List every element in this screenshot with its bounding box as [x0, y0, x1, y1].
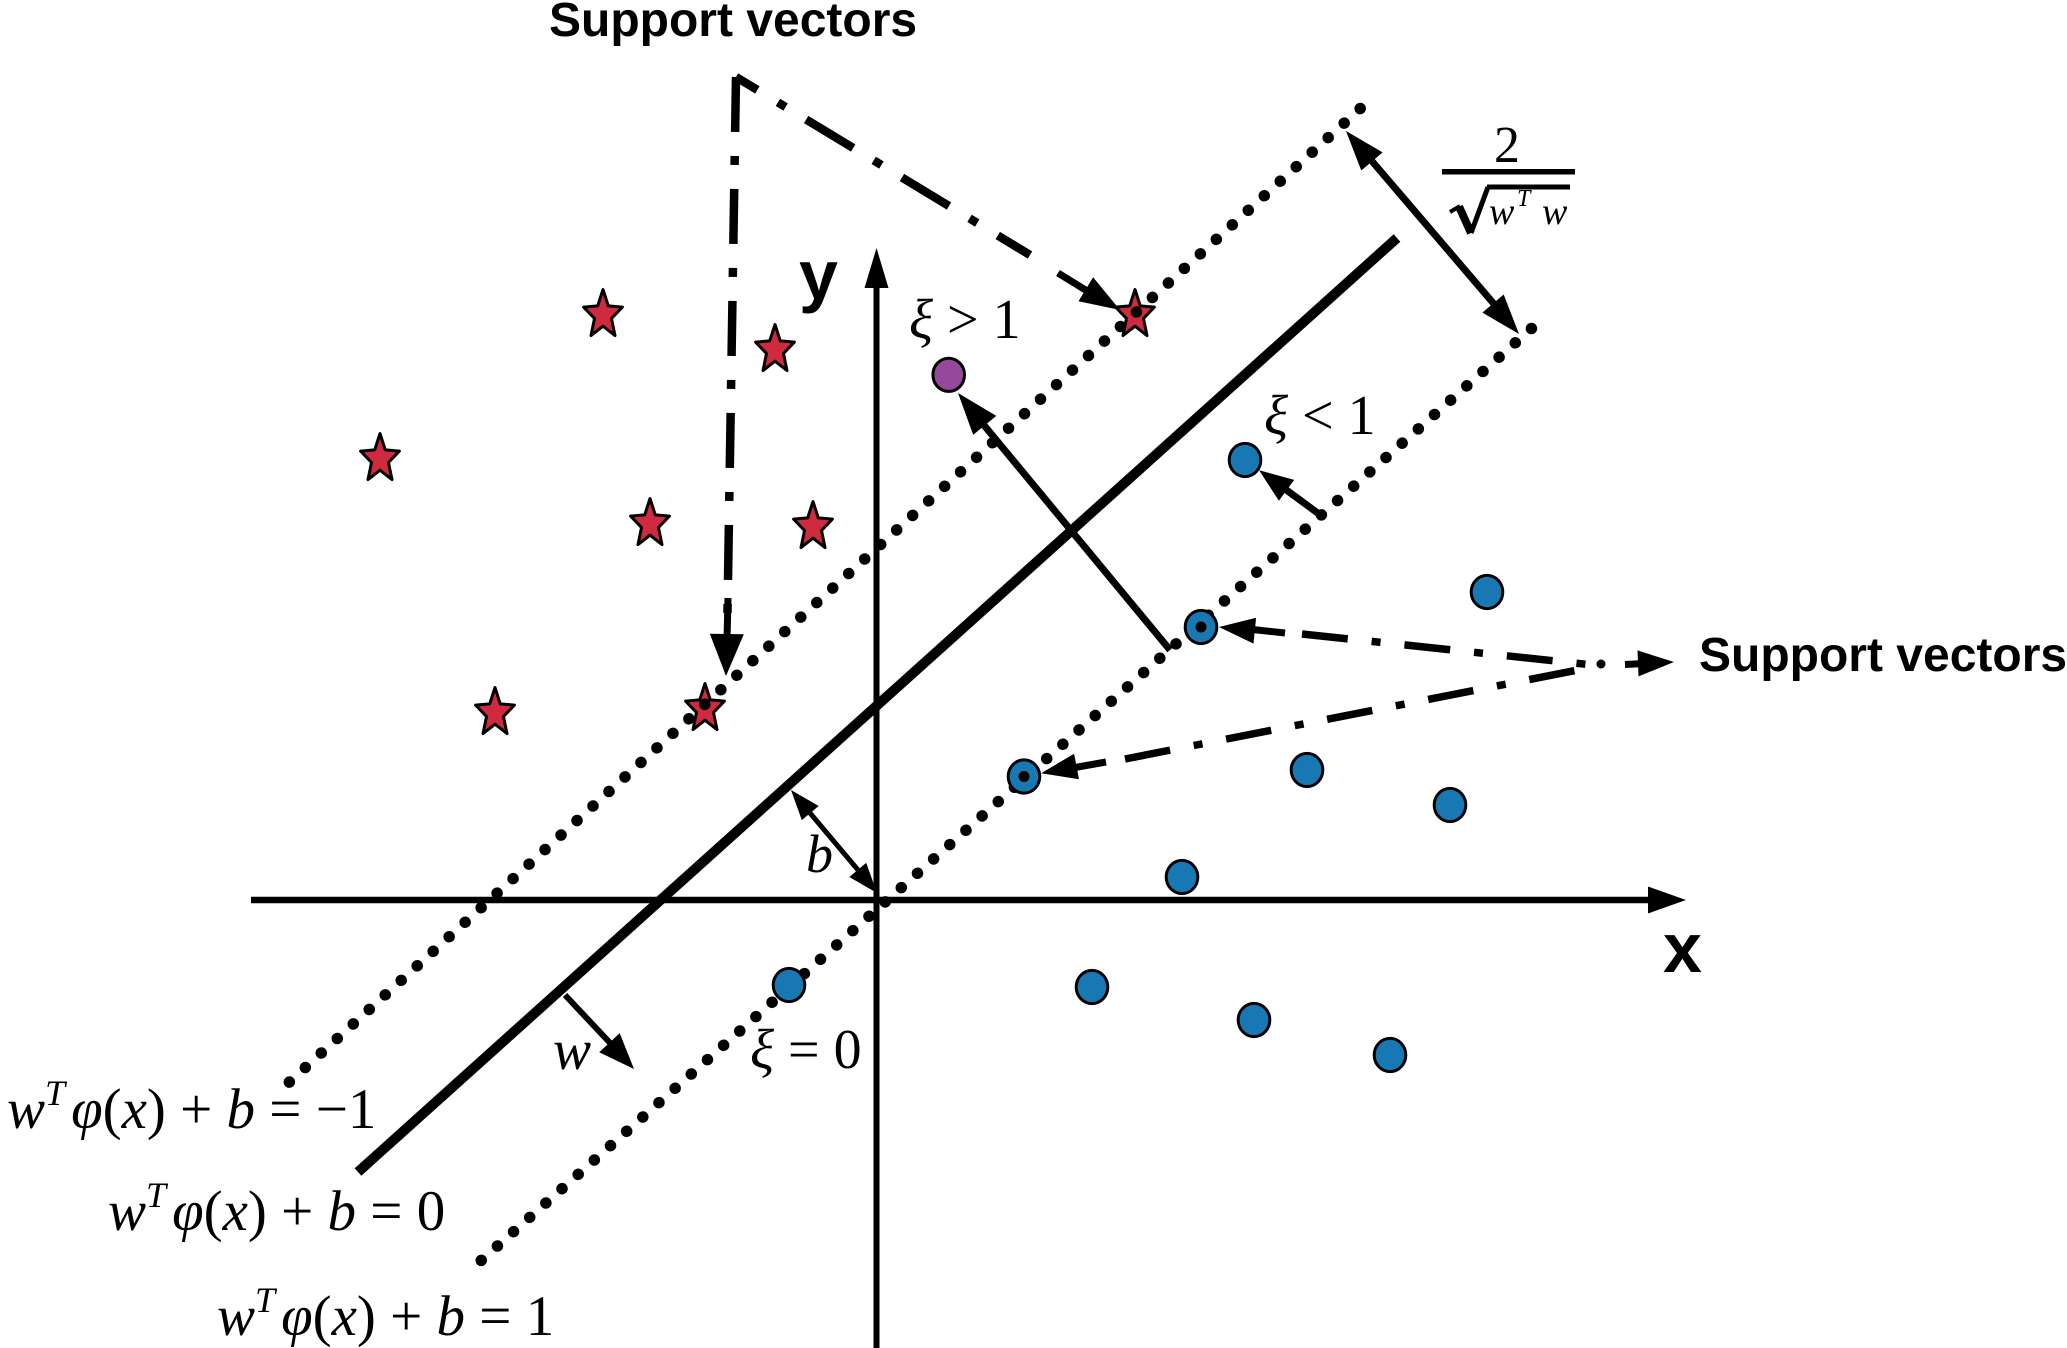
- svg-text:wTφ(x) + b = 0: wT φ(x) + b = 0: [108, 1175, 445, 1243]
- svg-text:w: w: [553, 1019, 591, 1082]
- svg-text:b: b: [806, 824, 833, 884]
- svg-text:T: T: [1517, 186, 1532, 212]
- svg-text:w: w: [1542, 191, 1568, 233]
- svg-text:ξ = 0: ξ = 0: [750, 1019, 862, 1081]
- svg-text:Support vectors: Support vectors: [549, 0, 917, 47]
- svg-text:w: w: [1489, 191, 1515, 233]
- svg-text:2: 2: [1494, 117, 1520, 174]
- svg-text:x: x: [1663, 909, 1702, 987]
- svg-text:wTφ(x) + b = −1: wT φ(x) + b = −1: [7, 1073, 376, 1141]
- svg-text:ξ > 1: ξ > 1: [909, 289, 1021, 351]
- svg-text:ξ < 1: ξ < 1: [1264, 385, 1376, 447]
- svg-text:y: y: [799, 236, 838, 314]
- svg-text:wTφ(x) + b = 1: wT φ(x) + b = 1: [217, 1280, 554, 1348]
- svg-text:Support vectors: Support vectors: [1699, 629, 2067, 682]
